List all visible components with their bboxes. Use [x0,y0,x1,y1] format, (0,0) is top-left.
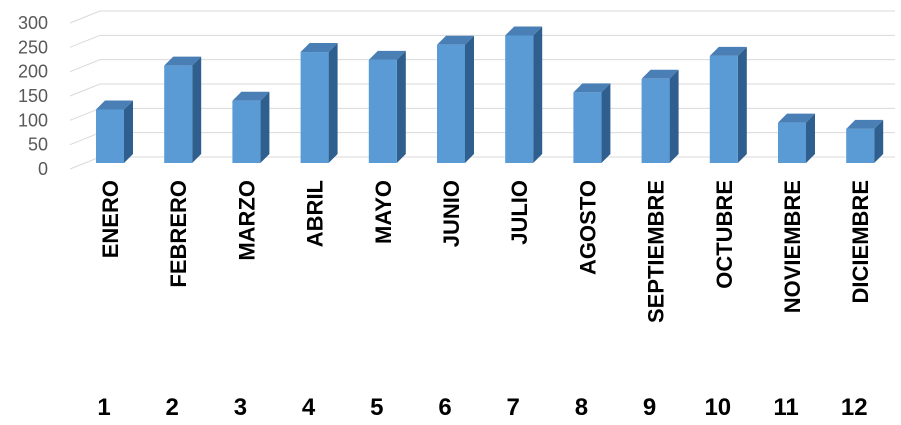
bar-side [737,46,747,164]
category-number-labels: 1 2 3 4 5 6 7 8 9 10 11 12 [97,394,867,421]
category-number-label: 2 [166,394,179,421]
category-number-label: 5 [370,394,383,421]
category-label: FEBRERO [166,180,191,288]
bar-front [437,44,465,163]
bar-front [300,52,329,164]
category-label: ENERO [98,180,123,258]
category-number-label: 3 [234,394,247,421]
bar-front [164,65,193,163]
bar-front [846,128,875,163]
bar-side [465,35,474,163]
category-number-label: 10 [704,394,731,421]
category-number-label: 7 [507,394,520,421]
bar-top [437,35,474,45]
bar-side [669,69,679,163]
bar-noviembre [778,113,815,163]
y-tick-label: 250 [18,37,48,57]
bar-enero [96,100,133,163]
bar-front [232,100,261,163]
bar-top [709,46,747,56]
category-labels: ENERO FEBRERO MARZO ABRIL MAYO JUNIO JULIO AGOS… [98,180,873,323]
category-label: ABRIL [303,180,328,247]
bar-side [601,83,611,163]
category-label: OCTUBRE [712,180,737,289]
y-tick-label: 100 [18,110,48,130]
category-label: SEPTIEMBRE [644,180,669,323]
category-label: JUNIO [439,180,464,247]
gridline-300 [69,10,895,24]
category-label: MAYO [371,180,396,244]
bars [96,26,884,164]
bar-side [874,119,884,163]
category-number-label: 4 [302,394,316,421]
bar-agosto [573,83,611,163]
y-axis-tick-labels: 0 50 100 150 200 250 300 [18,13,48,179]
bar-top [300,43,338,53]
bar-front [96,109,124,163]
category-number-label: 8 [575,394,588,421]
bar-side [806,113,815,163]
y-tick-label: 200 [18,62,48,82]
category-number-label: 11 [773,394,798,421]
bar-septiembre [641,69,679,163]
y-tick-label: 50 [28,135,48,155]
category-number-label: 12 [841,394,868,421]
category-label: AGOSTO [575,180,600,275]
bar-front [368,59,397,164]
bar-front [778,122,806,163]
bar-marzo [232,91,270,163]
category-number-label: 9 [643,394,656,421]
gridline-250 [69,34,895,48]
bar-side [124,100,133,163]
bar-side [533,26,543,163]
category-number-label: 6 [438,394,451,421]
bar-abril [300,43,338,164]
bar-octubre [709,46,747,164]
bar-front [709,55,738,164]
category-label: DICIEMBRE [848,180,873,303]
y-tick-label: 0 [38,159,48,179]
category-label: MARZO [234,180,259,261]
bar-front [641,78,670,163]
bar-top [846,119,884,129]
bar-top [505,26,543,36]
bar-top [164,56,202,66]
bar-top [778,113,815,123]
bar-front [573,92,602,163]
category-number-label: 1 [97,394,110,421]
bar-top [368,50,406,60]
bar-side [192,56,202,163]
y-tick-label: 300 [18,13,48,33]
bar-top [641,69,679,79]
gridline-150 [69,83,895,97]
bar-side [396,50,406,164]
bar-julio [505,26,543,163]
gridline-200 [69,59,895,73]
bar-junio [437,35,474,163]
bar-diciembre [846,119,884,163]
category-label: JULIO [507,180,532,245]
bar-side [260,91,270,163]
bar-front [505,35,534,163]
bar-febrero [164,56,202,163]
category-label: NOVIEMBRE [780,180,805,313]
bar-top [232,91,270,101]
bar-mayo [368,50,406,164]
bar-top [96,100,133,110]
bar-side [328,43,338,164]
y-tick-label: 150 [18,86,48,106]
bar-top [573,83,611,93]
